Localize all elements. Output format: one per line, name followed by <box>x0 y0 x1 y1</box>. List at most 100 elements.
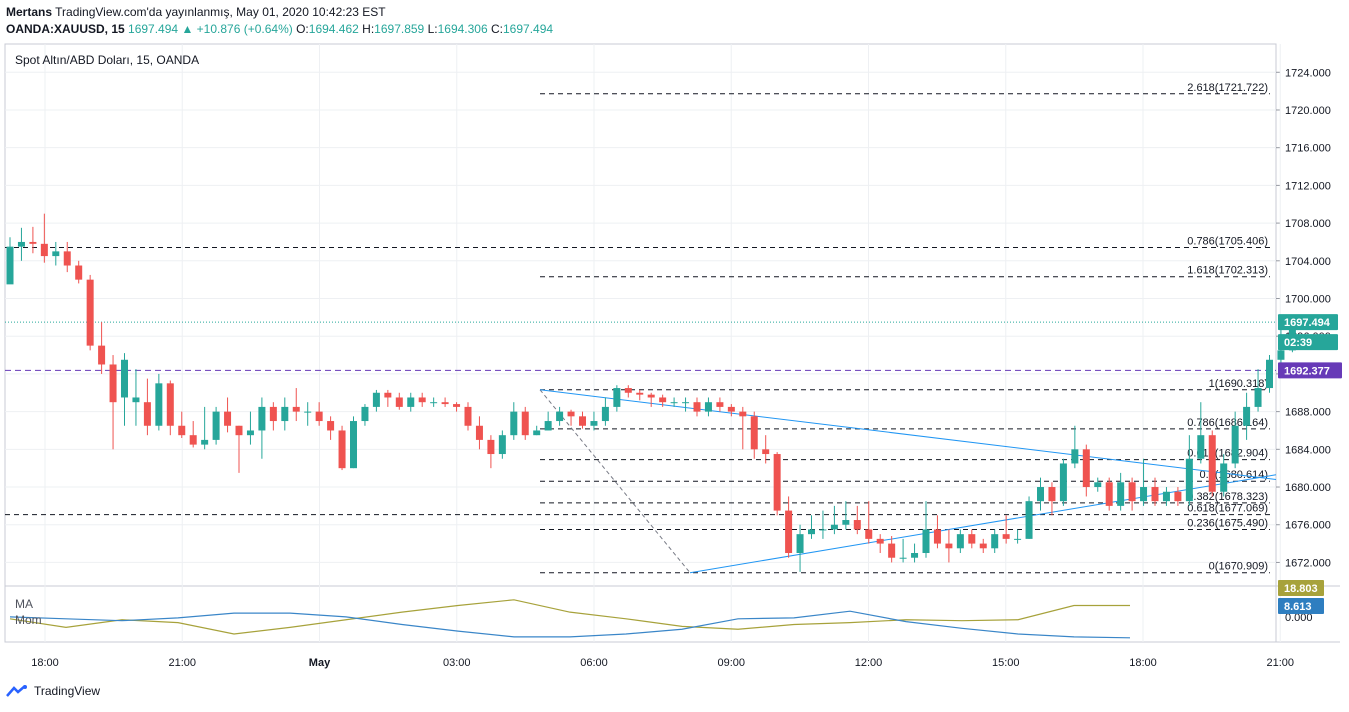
ma-value-tag-bg <box>1278 580 1324 596</box>
x-tick-label: 21:00 <box>1266 657 1294 669</box>
candle-up <box>155 383 163 426</box>
candle-up <box>601 406 609 422</box>
fib-level-label: 1(1690.318) <box>1209 378 1268 390</box>
fib-level-label: 0.618(1677.069) <box>1187 503 1268 515</box>
publish-info: TradingView.com'da yayınlanmış, May 01, … <box>55 5 386 19</box>
candle-down <box>647 394 655 398</box>
candle-up <box>121 359 128 398</box>
candle-up <box>842 520 850 525</box>
level-price-tag-bg <box>1278 362 1342 379</box>
mom-value-tag: 8.613 <box>1284 601 1312 613</box>
candle-up <box>1025 501 1033 539</box>
candle-up <box>132 397 140 403</box>
candle-up <box>1185 458 1193 502</box>
y-tick-label: 1716.000 <box>1285 143 1331 155</box>
x-tick-label: 21:00 <box>168 657 196 669</box>
candle-up <box>1243 406 1251 426</box>
candle-up <box>911 553 919 558</box>
x-tick-label: 18:00 <box>1129 657 1157 669</box>
y-tick-label: 1708.000 <box>1285 218 1331 230</box>
candle-down <box>1002 534 1010 539</box>
candle-up <box>796 534 804 554</box>
candle-down <box>327 421 335 431</box>
candle-up <box>6 246 14 285</box>
candle-up <box>1277 350 1285 360</box>
candle-up <box>372 392 380 407</box>
indicator-label-ma: MA <box>15 597 33 611</box>
ma-indicator-line <box>9 599 1130 635</box>
candle-down <box>567 411 575 417</box>
candle-up <box>1231 425 1239 464</box>
y-tick-label: 1704.000 <box>1285 256 1331 268</box>
price-change: +10.876 (+0.64%) <box>196 22 293 36</box>
candle-down <box>1208 435 1216 492</box>
mom-zero-label: 0.000 <box>1285 612 1313 624</box>
x-tick-label: 15:00 <box>992 657 1020 669</box>
fib-level-label: 0.786(1686.164) <box>1187 417 1268 429</box>
candle-up <box>1197 435 1205 459</box>
high-label: H: <box>362 22 375 36</box>
candle-up <box>670 402 678 404</box>
x-tick-label: 03:00 <box>443 657 471 669</box>
fib-level-label: 2.618(1721.722) <box>1187 82 1268 94</box>
y-tick-label: 1724.000 <box>1285 67 1331 79</box>
candle-up <box>544 421 552 431</box>
candle-up <box>1037 487 1044 502</box>
fib-level-label: 0.786(1705.406) <box>1187 236 1268 248</box>
y-tick-label: 1676.000 <box>1285 520 1331 532</box>
symbol-name[interactable]: OANDA:XAUUSD, 15 <box>6 22 125 36</box>
candle-down <box>29 241 37 244</box>
candle-down <box>1105 482 1113 506</box>
candle-down <box>1082 449 1090 488</box>
candle-up <box>498 435 506 455</box>
candle-down <box>888 543 896 558</box>
x-tick-label: 12:00 <box>855 657 883 669</box>
open-label: O: <box>296 22 309 36</box>
x-tick-label: 09:00 <box>717 657 745 669</box>
plot-frame <box>4 43 1277 643</box>
footer-brand[interactable]: TradingView <box>34 684 101 698</box>
author-name: Mertans <box>6 5 53 19</box>
candle-down <box>773 454 781 511</box>
candle-up <box>922 529 930 554</box>
candle-down <box>395 397 403 407</box>
fib-level-label: 0.618(1682.904) <box>1187 448 1268 460</box>
x-tick-label: May <box>309 657 331 669</box>
candle-down <box>865 529 873 539</box>
candle-down <box>1151 487 1159 502</box>
candle-down <box>475 425 483 440</box>
candle-down <box>968 534 976 544</box>
y-tick-label: 1700.000 <box>1285 294 1331 306</box>
level-price-tag: 1692.377 <box>1284 365 1330 377</box>
candle-down <box>418 397 426 403</box>
candle-up <box>991 534 999 549</box>
last-price: 1697.494 <box>128 22 179 36</box>
last-price-tag: 1697.494 <box>1284 317 1331 329</box>
candle-down <box>109 364 117 403</box>
candle-down <box>716 402 724 407</box>
fib-swing-line <box>539 389 691 574</box>
candle-down <box>143 402 151 426</box>
open-value: 1694.462 <box>308 22 359 36</box>
candle-up <box>819 529 827 531</box>
chart-title: Spot Altın/ABD Doları, 15, OANDA <box>15 53 199 67</box>
candle-down <box>224 411 232 426</box>
candle-up <box>246 430 254 436</box>
candle-down <box>933 529 941 544</box>
candle-up <box>1266 359 1273 389</box>
candle-down <box>63 251 71 266</box>
candle-down <box>40 243 48 257</box>
candle-down <box>98 345 106 365</box>
fib-level-label: 0.236(1675.490) <box>1187 518 1268 530</box>
candle-down <box>384 392 392 398</box>
indicator-label-mom: Mom <box>15 613 42 627</box>
candle-up <box>556 411 564 422</box>
candle-down <box>269 406 277 422</box>
candle-up <box>17 241 25 247</box>
low-label: L: <box>427 22 438 36</box>
countdown-tag-bg <box>1278 334 1338 351</box>
last-price-tag-bg <box>1278 314 1338 331</box>
candle-down <box>487 439 495 455</box>
x-tick-label: 18:00 <box>31 657 59 669</box>
